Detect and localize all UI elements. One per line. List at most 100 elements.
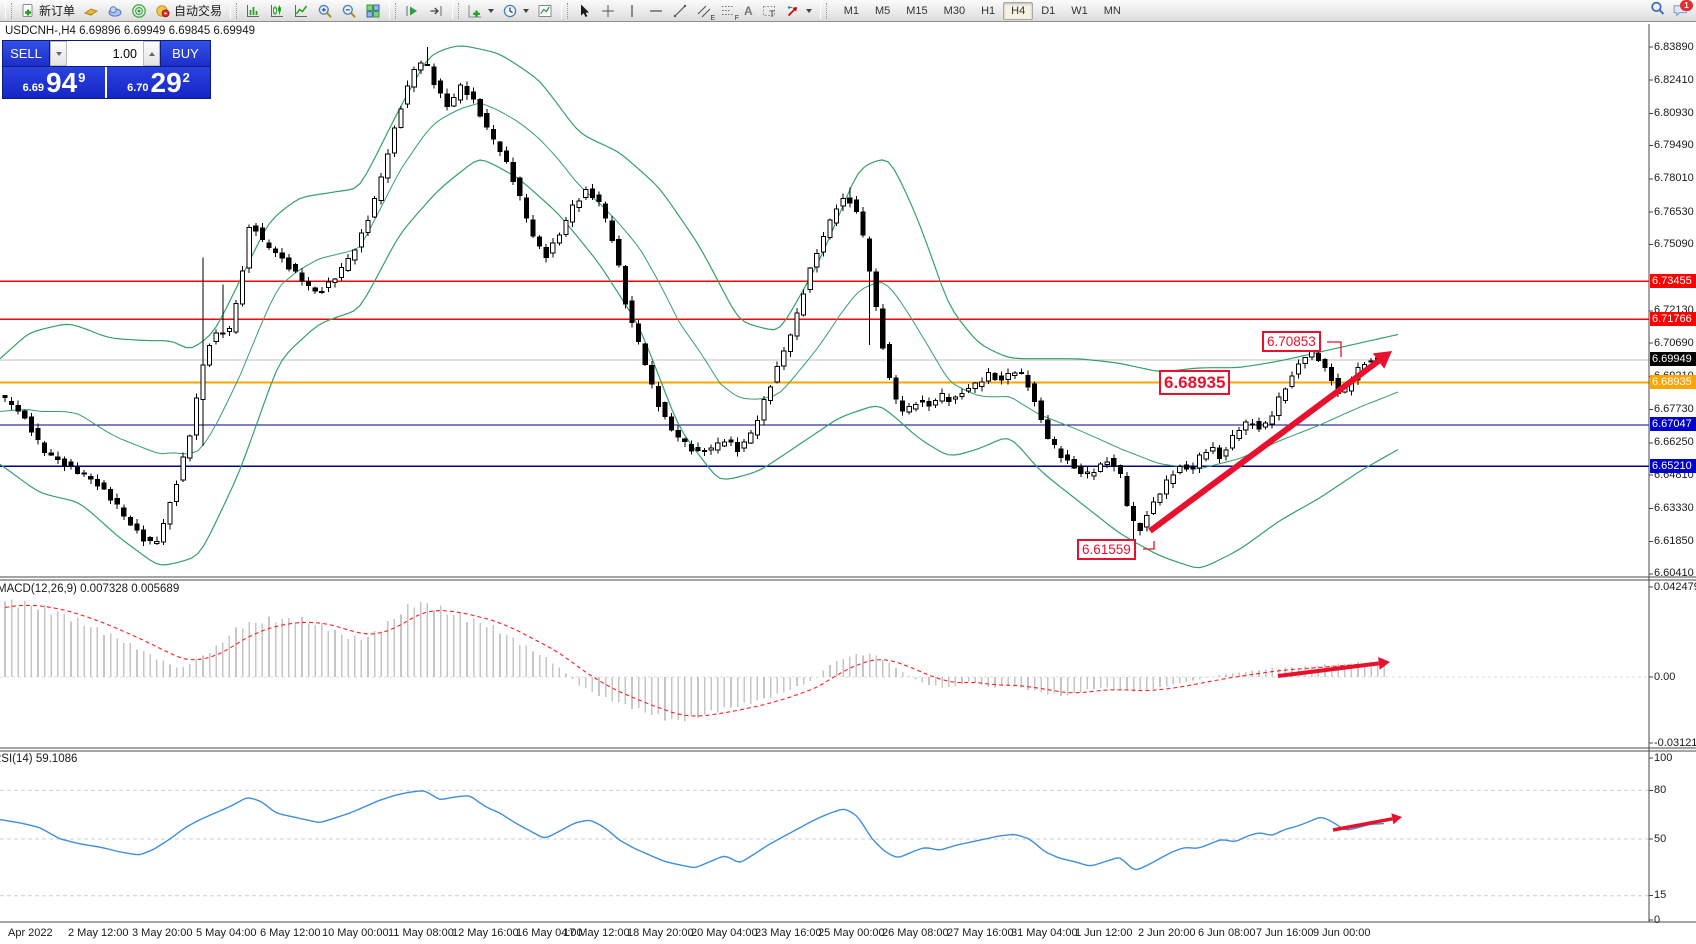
horizontal-line-icon [648, 3, 664, 19]
price-level-badge: 6.68935 [1650, 375, 1696, 390]
sell-price-prefix: 6.69 [22, 82, 45, 94]
time-tick-label: 6 May 12:00 [260, 927, 321, 939]
macd-histogram [4, 599, 1386, 722]
timeframe-m5[interactable]: M5 [874, 4, 891, 17]
macd-indicator-label: MACD(12,26,9) 0.007328 0.005689 [0, 583, 180, 595]
volume-stepper: 1.00 [49, 41, 161, 66]
equidistant-channel-tool-button[interactable]: E [693, 1, 715, 22]
templates-button[interactable] [534, 1, 556, 21]
time-tick-label: 7 Jun 16:00 [1256, 927, 1314, 939]
timeframe-m15[interactable]: M15 [906, 4, 928, 17]
horizontal-line-tool-button[interactable] [645, 1, 667, 21]
sell-button[interactable]: SELL [3, 41, 49, 66]
arrows-tool-button[interactable] [782, 1, 815, 21]
chart-shift-icon [428, 3, 444, 19]
trend-arrow-head [1391, 813, 1402, 825]
price-level-badge: 6.71766 [1650, 311, 1696, 326]
new-order-icon [20, 3, 36, 19]
time-tick-label: 1 Jun 12:00 [1075, 927, 1133, 939]
zoom-in-button[interactable] [314, 1, 336, 21]
time-tick-label: 2 May 12:00 [68, 927, 129, 939]
time-tick-label: 3 May 20:00 [132, 927, 193, 939]
bar-chart-button[interactable] [242, 1, 264, 21]
cursor-tool-button[interactable] [573, 1, 595, 21]
price-annotation-level[interactable]: 6.68935 [1159, 370, 1231, 395]
timeframe-m30[interactable]: M30 [943, 4, 966, 17]
dropdown-caret [488, 8, 495, 13]
time-tick-label: 9 Jun 00:00 [1313, 927, 1371, 939]
rsi-tick-label: 0 [1654, 913, 1661, 926]
rsi-tick-label: 15 [1654, 889, 1667, 902]
macd-signal-line [4, 604, 1385, 717]
time-tick-label: 27 May 16:00 [947, 927, 1014, 939]
time-tick-label: 10 May 00:00 [322, 927, 389, 939]
new-order-button[interactable]: 新订单 [17, 1, 78, 21]
vertical-line-icon [624, 3, 640, 19]
candlestick-chart-button[interactable] [266, 1, 288, 21]
sell-price-pips: 94 [46, 67, 78, 98]
autotrading-button[interactable]: 自动交易 [152, 1, 225, 21]
trendline-icon [672, 3, 688, 19]
drawing-objects [1143, 341, 1402, 832]
arrows-icon [785, 3, 801, 19]
text-tool-button[interactable]: A [741, 1, 756, 21]
toolbar-grip [5, 2, 12, 19]
rsi-line [0, 790, 1385, 871]
period-clock-button[interactable] [499, 1, 532, 21]
zoom-out-button[interactable] [338, 1, 360, 21]
volume-input[interactable]: 1.00 [67, 41, 143, 66]
timeframe-mn[interactable]: MN [1103, 4, 1121, 17]
time-tick-label: 18 May 20:00 [627, 927, 694, 939]
price-tick-label: 6.63330 [1654, 501, 1694, 514]
dropdown-caret [523, 8, 530, 13]
crosshair-tool-button[interactable] [597, 1, 619, 21]
publisher-button[interactable] [104, 1, 126, 21]
signals-button[interactable] [128, 1, 150, 21]
price-annotation-low[interactable]: 6.61559 [1077, 539, 1136, 560]
price-annotation-high[interactable]: 6.70853 [1262, 331, 1321, 352]
tile-windows-button[interactable] [362, 1, 384, 21]
toolbar-grip [389, 2, 397, 19]
price-tick-label: 6.83890 [1654, 40, 1694, 53]
indicators-button[interactable] [464, 1, 497, 21]
chart-shift-button[interactable] [425, 1, 447, 21]
buy-button[interactable]: BUY [161, 41, 210, 66]
notification-count-badge: 1 [1680, 0, 1693, 11]
search-icon[interactable] [1649, 0, 1666, 22]
tile-windows-icon [365, 3, 381, 19]
volume-decrease-button[interactable] [50, 41, 67, 66]
line-chart-icon [293, 3, 309, 19]
auto-scroll-button[interactable] [401, 1, 423, 21]
fibonacci-tool-button[interactable]: F [717, 1, 739, 22]
bar-chart-icon [245, 3, 261, 19]
annotation-connector [1143, 541, 1155, 550]
triangle-up-icon [148, 51, 155, 56]
timeframe-m1[interactable]: M1 [843, 4, 859, 17]
toolbar-grip [230, 2, 238, 19]
price-tick-label: 6.76530 [1654, 205, 1694, 218]
clock-icon [502, 3, 518, 19]
notifications-button[interactable]: 1 [1672, 0, 1693, 20]
horizontal-level-lines [0, 280, 1649, 467]
timeframe-h1[interactable]: H1 [981, 4, 996, 17]
sell-price-display[interactable]: 6.69 94 9 [3, 67, 107, 98]
price-tick-label: 6.66250 [1654, 436, 1694, 449]
time-tick-label: 5 May 04:00 [196, 927, 257, 939]
buy-price-display[interactable]: 6.70 29 2 [107, 67, 210, 98]
timeframe-d1[interactable]: D1 [1041, 4, 1056, 17]
line-chart-button[interactable] [290, 1, 312, 21]
time-tick-label: 25 May 00:00 [818, 927, 885, 939]
macd-tick-label: 0.042479 [1654, 580, 1696, 593]
indicator-level-lines [0, 676, 1649, 897]
vertical-line-tool-button[interactable] [621, 1, 643, 21]
trendline-tool-button[interactable] [669, 1, 691, 21]
text-label-tool-button[interactable]: T [758, 1, 780, 21]
time-tick-label: 12 May 16:00 [452, 927, 519, 939]
market-watch-button[interactable] [80, 1, 102, 21]
time-tick-label: 17 May 12:00 [563, 927, 630, 939]
timeframe-h4[interactable]: H4 [1003, 1, 1034, 20]
volume-increase-button[interactable] [143, 41, 160, 66]
timeframe-w1[interactable]: W1 [1071, 4, 1088, 17]
